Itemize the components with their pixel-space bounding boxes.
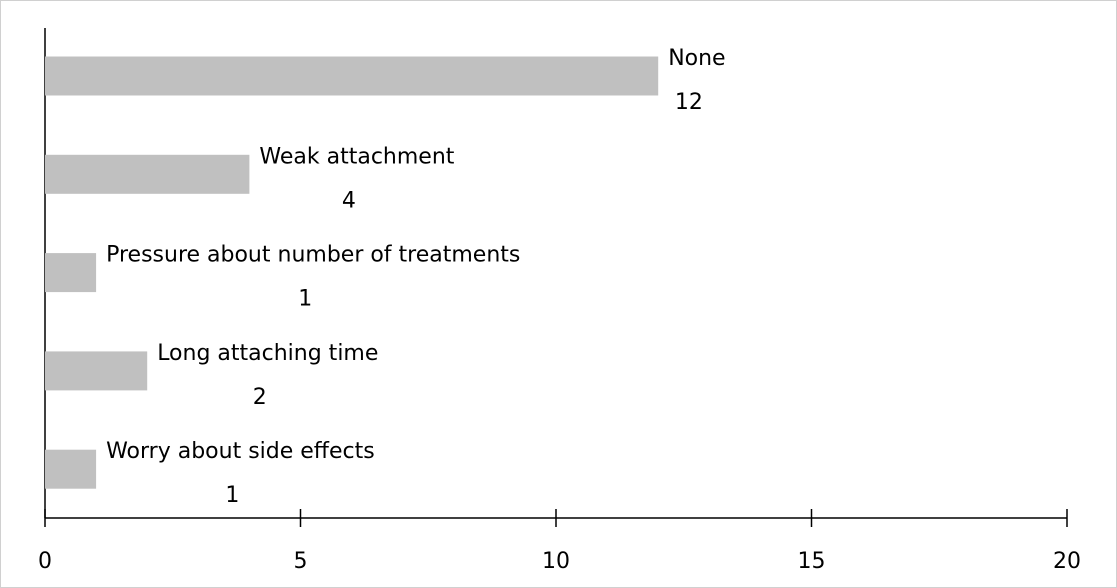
data-label: 2 bbox=[253, 385, 267, 410]
x-tick-label: 5 bbox=[294, 549, 308, 574]
bar bbox=[45, 253, 97, 293]
bar bbox=[45, 154, 250, 194]
category-label: None bbox=[668, 46, 725, 71]
x-tick-label: 15 bbox=[798, 549, 826, 574]
data-label: 12 bbox=[675, 90, 703, 115]
x-tick-label: 10 bbox=[542, 549, 570, 574]
x-tick-label: 0 bbox=[38, 549, 52, 574]
data-label: 4 bbox=[342, 188, 356, 213]
bar bbox=[45, 449, 97, 489]
bar bbox=[45, 351, 148, 391]
category-label: Weak attachment bbox=[259, 144, 454, 169]
bar bbox=[45, 56, 659, 96]
category-label: Worry about side effects bbox=[106, 439, 375, 464]
category-label: Pressure about number of treatments bbox=[106, 243, 520, 268]
category-label: Long attaching time bbox=[157, 341, 378, 366]
data-label: 1 bbox=[225, 483, 239, 508]
x-tick-label: 20 bbox=[1053, 549, 1081, 574]
data-label: 1 bbox=[298, 287, 312, 312]
